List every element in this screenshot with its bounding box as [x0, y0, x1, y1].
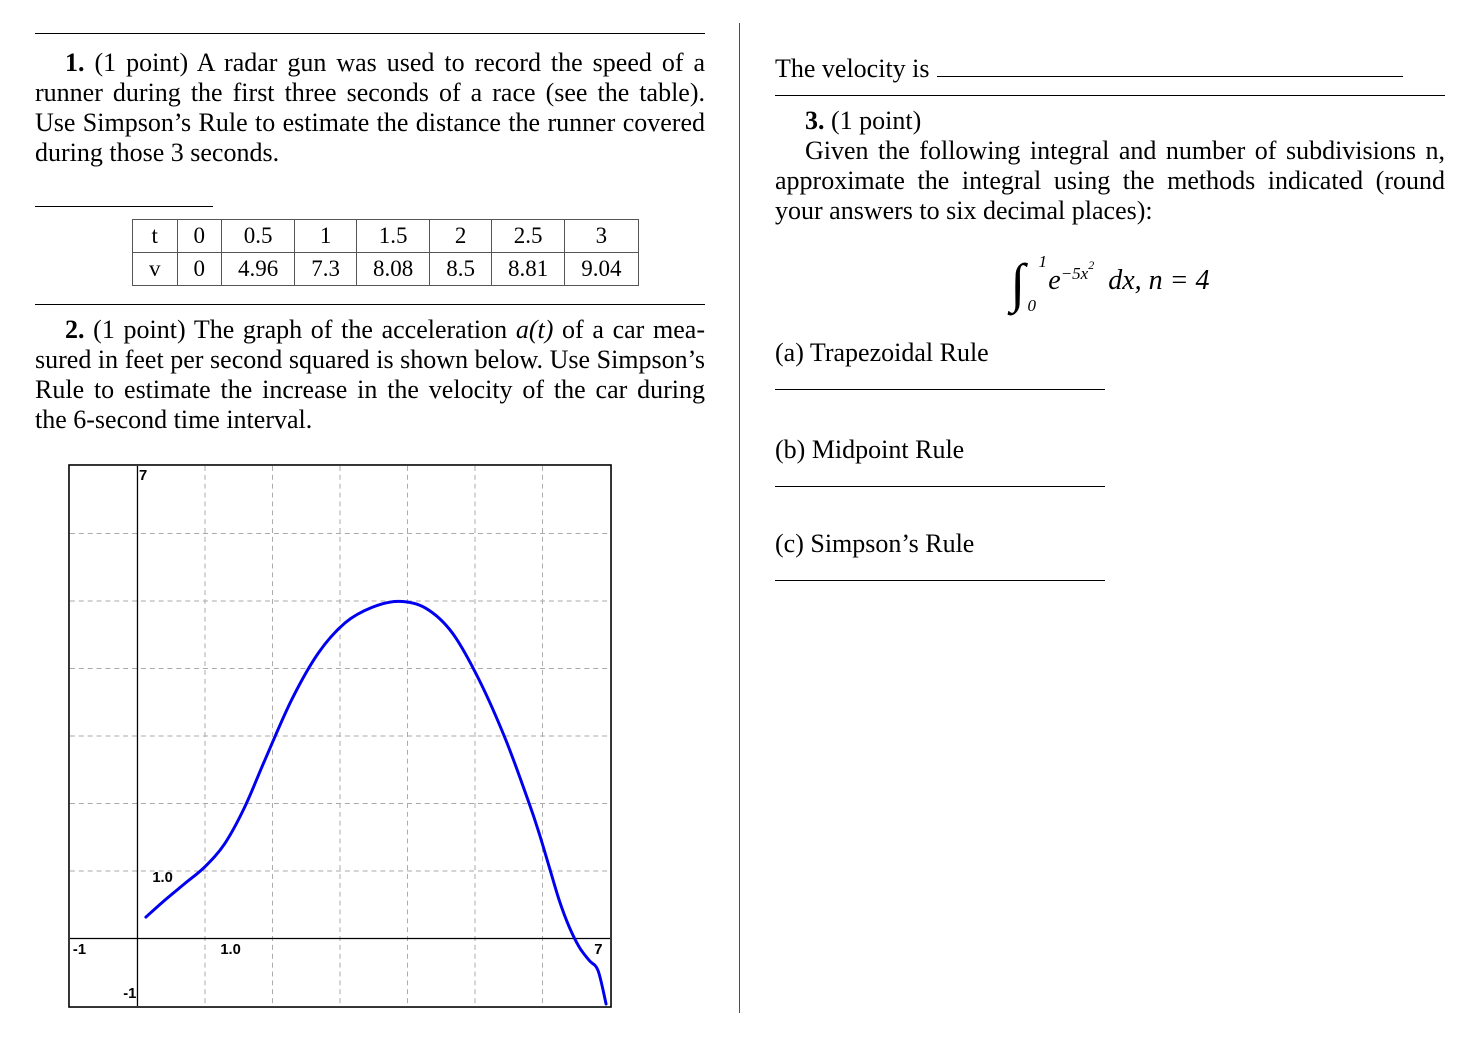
svg-text:7: 7 [139, 468, 147, 484]
svg-text:-1: -1 [123, 986, 136, 1002]
svg-text:7: 7 [594, 942, 602, 958]
svg-text:1.0: 1.0 [220, 942, 241, 958]
svg-text:-1: -1 [73, 942, 86, 958]
svg-text:1.0: 1.0 [152, 870, 173, 886]
